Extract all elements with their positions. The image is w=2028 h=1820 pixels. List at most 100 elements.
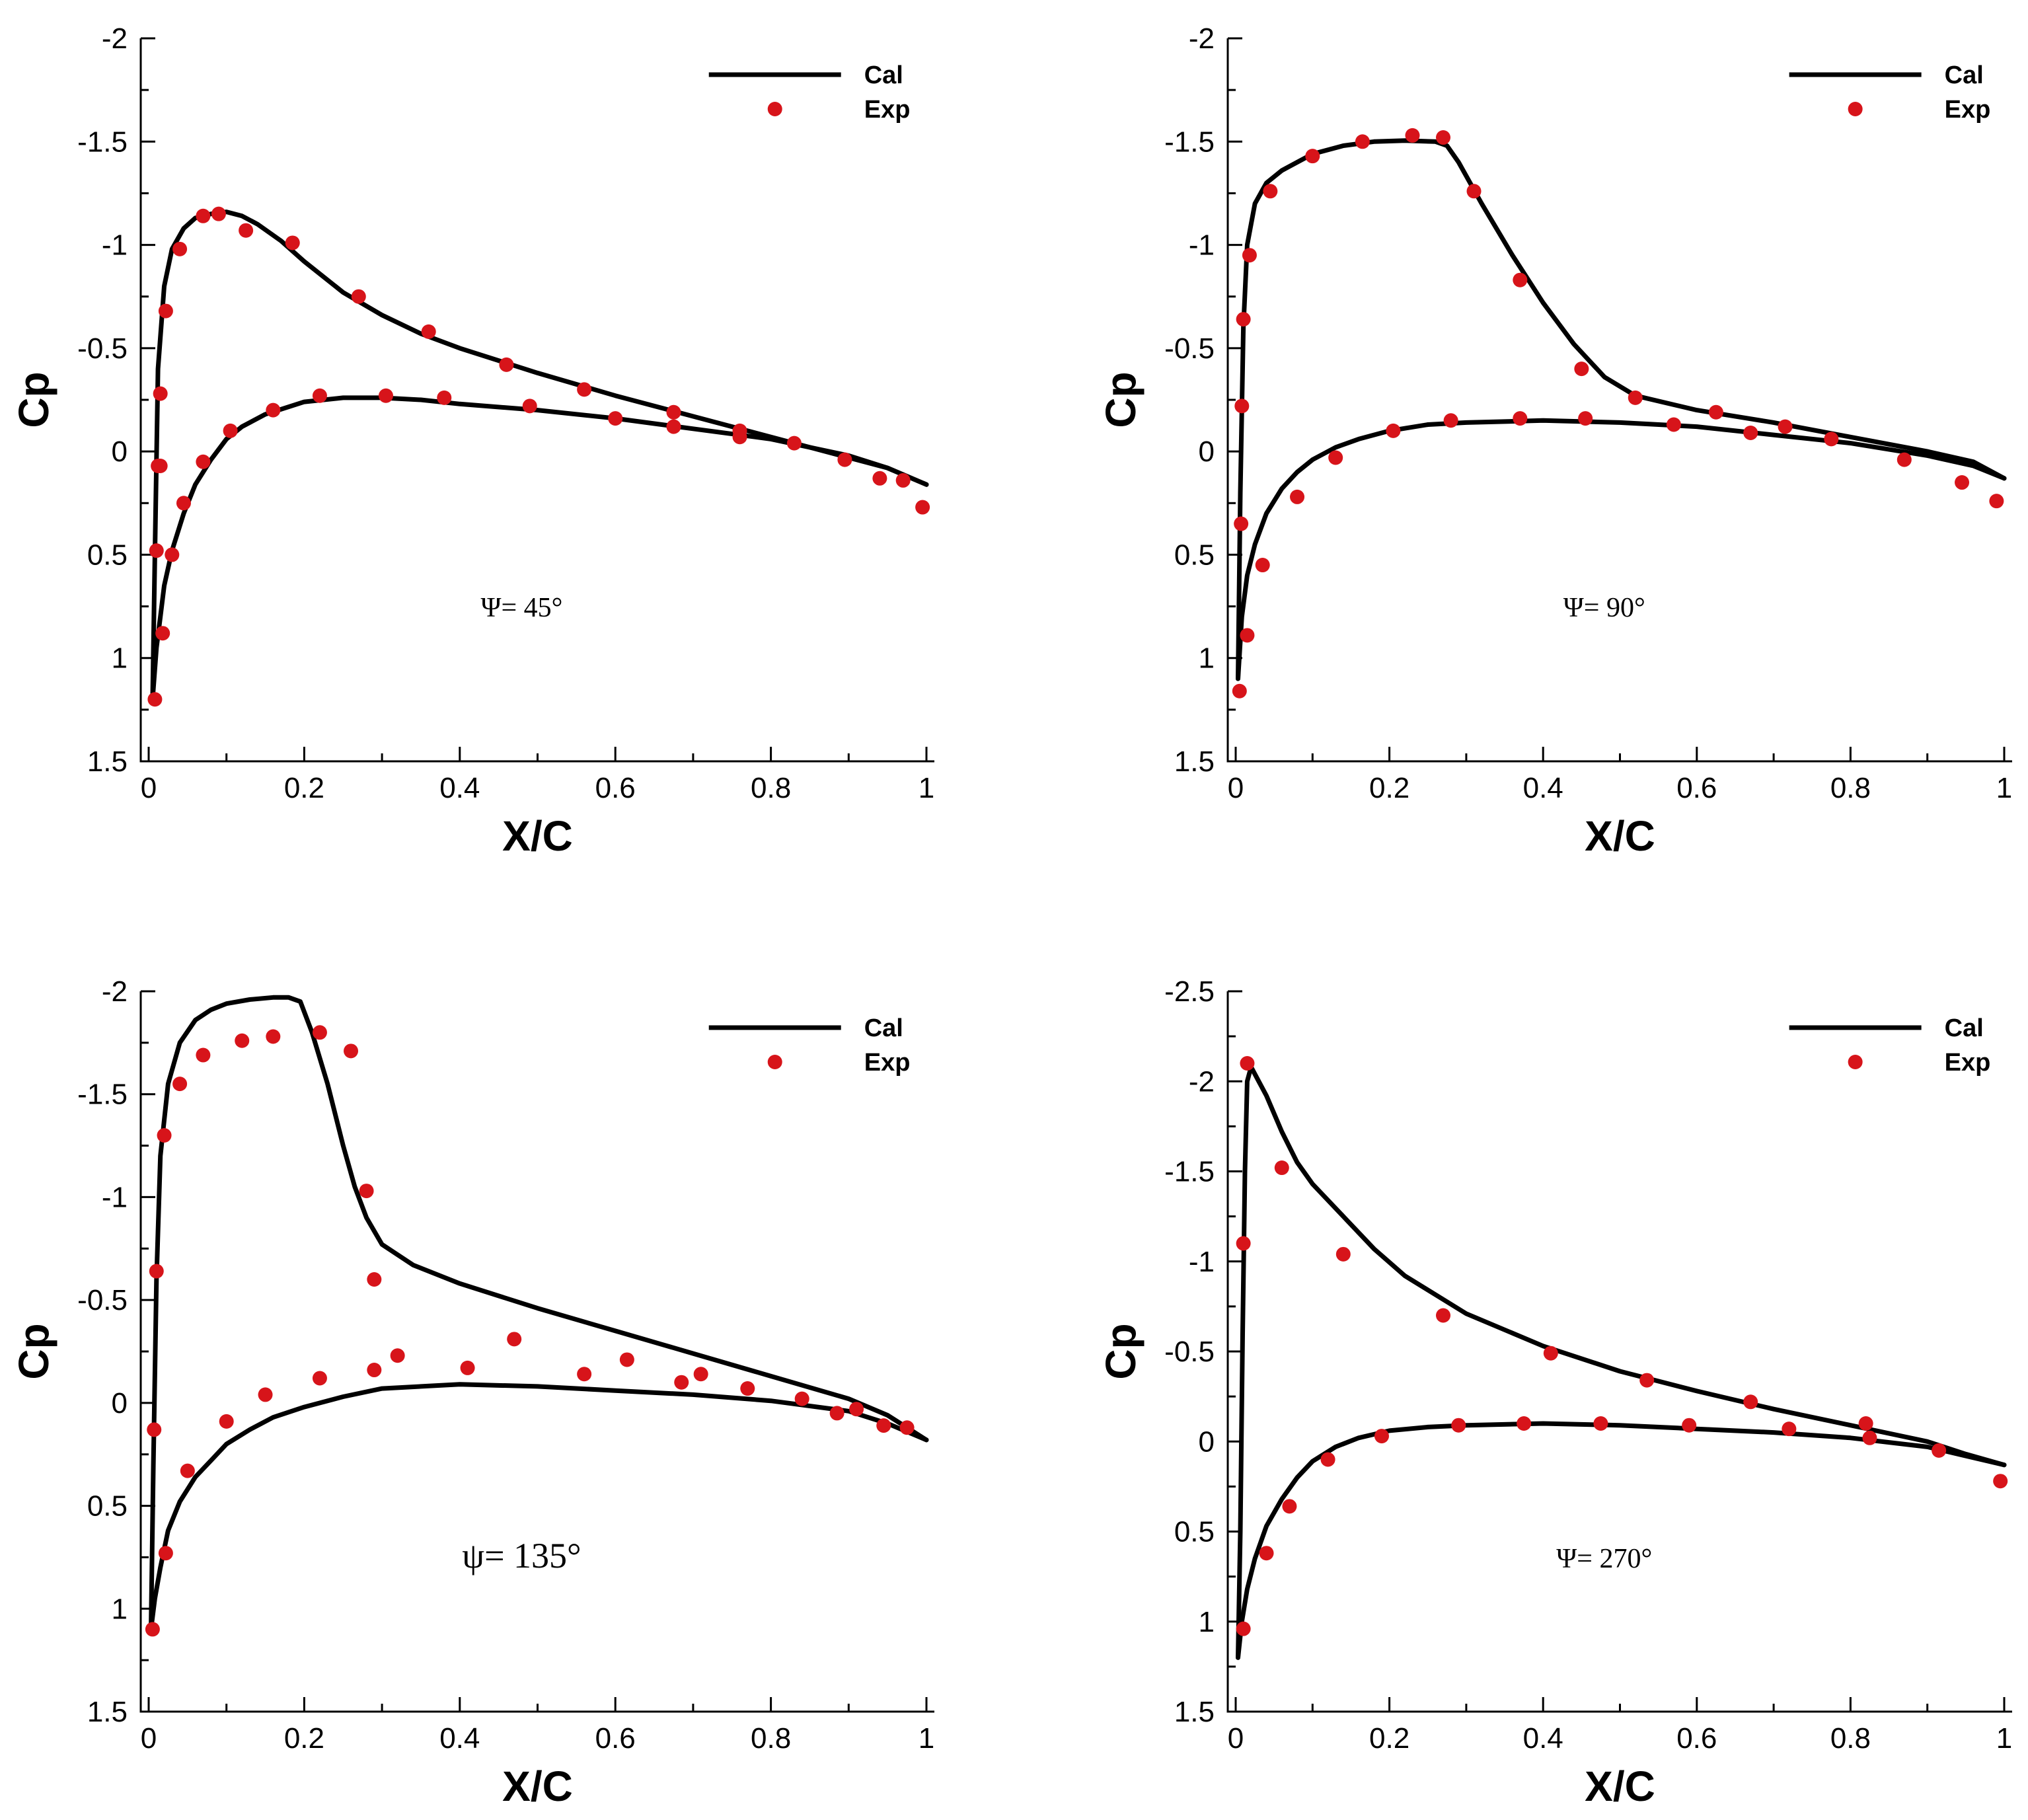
exp-point xyxy=(1305,149,1320,164)
exp-point xyxy=(666,419,681,434)
y-tick-label: -1 xyxy=(1189,1246,1215,1278)
exp-point xyxy=(378,388,393,403)
exp-point xyxy=(1932,1443,1947,1458)
exp-point xyxy=(176,496,191,511)
legend-label-exp: Exp xyxy=(1945,96,1991,124)
psi-annotation: Ψ= 270° xyxy=(1556,1544,1652,1574)
exp-point xyxy=(674,1375,689,1390)
exp-point xyxy=(145,1622,160,1637)
exp-point xyxy=(1240,628,1255,643)
legend-marker-swatch xyxy=(1848,102,1863,116)
exp-point xyxy=(155,626,170,641)
exp-point xyxy=(1374,1429,1389,1444)
y-tick-label: -1.5 xyxy=(1164,126,1215,158)
exp-point xyxy=(740,1381,755,1396)
exp-point xyxy=(1782,1422,1797,1437)
exp-point xyxy=(153,459,168,474)
exp-point xyxy=(153,386,168,401)
exp-point xyxy=(1443,413,1458,428)
legend-marker-swatch xyxy=(767,102,782,116)
axes-frame xyxy=(139,991,934,1713)
exp-point xyxy=(1858,1416,1873,1431)
cal-curve-upper xyxy=(1236,138,2007,681)
x-tick-label: 0 xyxy=(141,1722,157,1755)
y-tick-label: 1 xyxy=(112,642,128,675)
y-tick-label: 0 xyxy=(112,1387,128,1420)
exp-point xyxy=(1290,489,1305,504)
y-tick-label: -1 xyxy=(102,229,128,262)
chart-panel-3: -2 -1.5 -1 -0.5 0 0.5 1 1.5 0 0.2 0.4 0.6 0.8 1 X/C Cp C… xyxy=(10,975,934,1810)
psi-annotation: Ψ= 45° xyxy=(480,593,562,623)
exp-point xyxy=(1259,1546,1274,1561)
y-tick-label: 0 xyxy=(1199,1425,1215,1458)
y-tick-label: -1 xyxy=(1189,229,1215,262)
x-tick-label: 0.6 xyxy=(595,1722,636,1755)
x-tick-label: 0.6 xyxy=(1676,1722,1717,1755)
exp-point xyxy=(211,206,226,221)
cal-curve-lower xyxy=(150,395,929,702)
y-tick-label: 1 xyxy=(112,1593,128,1625)
y-tick-label: -2 xyxy=(1189,22,1215,55)
x-tick-label: 0.8 xyxy=(1830,772,1871,804)
exp-point xyxy=(786,436,802,451)
exp-point xyxy=(1682,1418,1697,1433)
y-tick-label: -0.5 xyxy=(77,1284,128,1316)
exp-point xyxy=(147,692,163,707)
x-tick-label: 0.2 xyxy=(284,1722,324,1755)
y-tick-label: 0.5 xyxy=(1174,1516,1215,1548)
exp-point xyxy=(608,411,623,426)
exp-point xyxy=(196,1047,211,1063)
exp-point xyxy=(1242,248,1257,263)
y-tick-label: 0.5 xyxy=(87,1490,128,1523)
exp-point xyxy=(1513,411,1528,426)
x-tick-label: 1 xyxy=(919,1722,934,1755)
exp-point xyxy=(239,223,254,238)
y-tick-label: -2 xyxy=(102,975,128,1008)
exp-point xyxy=(266,1029,281,1044)
x-tick-label: 0.4 xyxy=(439,1722,480,1755)
exp-point xyxy=(1234,516,1249,531)
legend-label-cal: Cal xyxy=(1945,61,1984,89)
axes-frame xyxy=(139,38,934,763)
exp-point xyxy=(1232,683,1247,699)
exp-point xyxy=(1386,423,1401,438)
legend-marker-swatch xyxy=(767,1055,782,1069)
exp-point xyxy=(522,398,537,414)
exp-point xyxy=(1824,432,1839,447)
exp-point xyxy=(1466,184,1482,199)
y-tick-label: 0.5 xyxy=(1174,539,1215,571)
exp-point xyxy=(1578,411,1593,426)
y-tick-label: -2 xyxy=(102,22,128,55)
exp-point xyxy=(915,500,930,515)
x-tick-label: 0.2 xyxy=(1369,1722,1409,1755)
x-axis-title: X/C xyxy=(502,812,573,860)
exp-point xyxy=(359,1184,374,1199)
y-tick-label: 1.5 xyxy=(87,1696,128,1728)
exp-point xyxy=(165,547,180,562)
exp-point xyxy=(899,1420,915,1435)
x-tick-label: 0.2 xyxy=(284,772,324,804)
exp-point xyxy=(1993,1474,2008,1489)
y-tick-label: 0.5 xyxy=(87,539,128,571)
exp-point xyxy=(147,1422,162,1437)
exp-point xyxy=(1236,1621,1251,1636)
exp-point xyxy=(732,430,747,445)
cal-curve-upper xyxy=(150,209,929,702)
x-tick-label: 0.8 xyxy=(751,772,791,804)
y-axis-title: Cp xyxy=(10,371,57,428)
x-tick-label: 1 xyxy=(1996,1722,2012,1755)
x-tick-label: 1 xyxy=(1996,772,2012,804)
exp-point xyxy=(1543,1346,1558,1361)
legend-marker-swatch xyxy=(1848,1055,1863,1069)
y-tick-label: 1 xyxy=(1199,1606,1215,1638)
exp-point xyxy=(693,1367,708,1382)
exp-point xyxy=(507,1332,522,1347)
psi-annotation: Ψ= 90° xyxy=(1563,593,1645,623)
x-tick-label: 0 xyxy=(1228,1722,1244,1755)
x-tick-label: 0.8 xyxy=(751,1722,791,1755)
exp-point xyxy=(1263,184,1278,199)
exp-point xyxy=(1513,272,1528,287)
exp-point xyxy=(1436,130,1451,145)
y-tick-label: -1.5 xyxy=(77,1079,128,1111)
x-tick-label: 0.6 xyxy=(1676,772,1717,804)
